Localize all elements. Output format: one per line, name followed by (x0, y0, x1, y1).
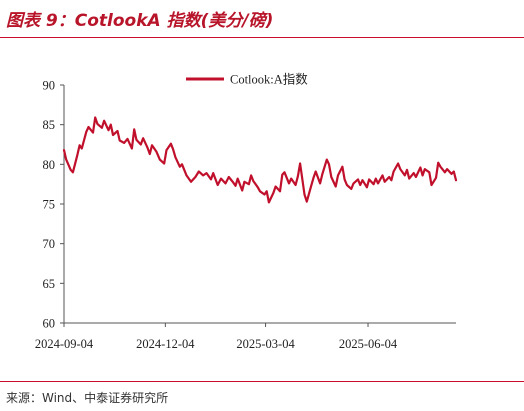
figure-title: 图表 9：CotlookA 指数(美分/磅) (6, 11, 274, 31)
legend-label: Cotlook:A指数 (230, 72, 308, 87)
y-tick-label: 70 (43, 237, 56, 251)
source-note: 来源：Wind、中泰证券研究所 (6, 391, 169, 405)
y-tick-label: 90 (43, 79, 56, 93)
y-tick-label: 80 (43, 158, 56, 172)
series-line-0 (62, 116, 458, 204)
title-divider (0, 37, 524, 38)
y-tick-label: 60 (43, 317, 56, 331)
series-layer (62, 116, 458, 204)
x-tick-label: 2025-03-04 (236, 337, 295, 351)
chart-axes (63, 85, 456, 324)
y-tick-label: 85 (43, 118, 56, 132)
x-axis-ticks: 2024-09-04 2024-12-04 2025-03-04 2025-06-04 (35, 323, 398, 351)
y-tick-label: 75 (43, 198, 56, 212)
footer-divider (0, 381, 524, 382)
y-axis-ticks: 90 85 80 75 70 65 60 (43, 79, 64, 331)
x-tick-label: 2024-09-04 (35, 337, 94, 351)
y-tick-label: 65 (43, 277, 56, 291)
x-tick-label: 2025-06-04 (339, 337, 398, 351)
line-chart: 90 85 80 75 70 65 60 2024-09-04 2024-12-04 2025-… (35, 72, 458, 351)
chart-legend: Cotlook:A指数 (186, 72, 308, 87)
x-tick-label: 2024-12-04 (136, 337, 195, 351)
